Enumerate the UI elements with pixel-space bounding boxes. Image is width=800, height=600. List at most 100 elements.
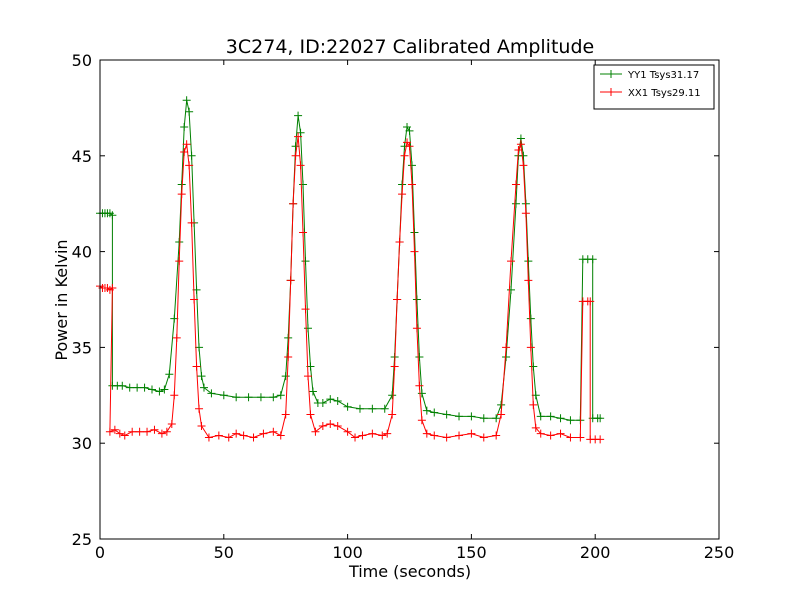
data-point-marker: [343, 402, 352, 411]
x-tick-label: 50: [214, 543, 234, 562]
data-point-marker: [368, 404, 377, 413]
data-point-marker: [284, 352, 293, 361]
data-point-marker: [536, 429, 545, 438]
data-point-marker: [407, 161, 416, 170]
data-point-marker: [479, 414, 488, 423]
data-point-marker: [343, 427, 352, 436]
data-point-marker: [133, 383, 142, 392]
data-point-marker: [511, 180, 520, 189]
data-point-marker: [405, 142, 414, 151]
data-point-marker: [286, 276, 295, 285]
data-point-marker: [224, 433, 233, 442]
legend: YY1 Tsys31.17 XX1 Tsys29.11: [593, 64, 715, 110]
data-point-marker: [415, 352, 424, 361]
data-point-marker: [524, 276, 533, 285]
data-point-marker: [185, 107, 194, 116]
data-point-marker: [588, 255, 597, 264]
data-point-marker: [479, 433, 488, 442]
data-point-marker: [405, 126, 414, 135]
data-point-marker: [249, 433, 258, 442]
data-point-marker: [190, 295, 199, 304]
data-point-marker: [546, 412, 555, 421]
legend-label: XX1 Tsys29.11: [628, 88, 701, 99]
data-point-marker: [195, 404, 204, 413]
axes-frame: [99, 59, 720, 540]
data-point-marker: [388, 410, 397, 419]
data-point-marker: [430, 431, 439, 440]
data-point-marker: [197, 372, 206, 381]
data-point-marker: [422, 429, 431, 438]
data-point-marker: [519, 151, 528, 160]
x-tick-label: 200: [580, 543, 611, 562]
data-point-marker: [378, 431, 387, 440]
data-point-marker: [291, 151, 300, 160]
data-point-marker: [318, 398, 327, 407]
data-point-marker: [239, 431, 248, 440]
data-point-marker: [219, 391, 228, 400]
data-point-marker: [303, 324, 312, 333]
data-point-marker: [524, 257, 533, 266]
data-point-marker: [214, 431, 223, 440]
chart-title: 3C274, ID:22027 Calibrated Amplitude: [226, 36, 594, 58]
data-point-marker: [125, 383, 134, 392]
data-point-marker: [108, 284, 117, 293]
series-2: [96, 132, 605, 444]
data-point-marker: [284, 333, 293, 342]
data-point-marker: [566, 416, 575, 425]
data-point-marker: [596, 414, 605, 423]
data-point-marker: [301, 305, 310, 314]
data-point-marker: [147, 385, 156, 394]
data-point-marker: [576, 433, 585, 442]
data-point-marker: [299, 228, 308, 237]
data-point-marker: [536, 412, 545, 421]
legend-entry: XX1 Tsys29.11: [600, 88, 701, 99]
data-point-marker: [115, 429, 124, 438]
data-point-marker: [180, 147, 189, 156]
data-point-marker: [296, 161, 305, 170]
data-point-marker: [521, 209, 530, 218]
data-point-marker: [180, 123, 189, 132]
data-point-marker: [118, 381, 127, 390]
data-point-marker: [175, 238, 184, 247]
data-point-marker: [170, 391, 179, 400]
data-point-marker: [160, 385, 169, 394]
data-point-marker: [185, 161, 194, 170]
data-point-marker: [157, 429, 166, 438]
x-axis-title: Time (seconds): [348, 562, 471, 581]
data-point-marker: [269, 427, 278, 436]
data-point-marker: [511, 199, 520, 208]
data-point-marker: [417, 416, 426, 425]
data-point-marker: [105, 427, 114, 436]
data-point-marker: [165, 370, 174, 379]
data-point-marker: [467, 412, 476, 421]
legend-marker: [607, 88, 615, 96]
data-point-marker: [108, 211, 117, 220]
x-tick-label: 150: [456, 543, 487, 562]
data-point-marker: [516, 140, 525, 149]
data-point-marker: [281, 410, 290, 419]
data-point-marker: [393, 295, 402, 304]
data-point-marker: [172, 333, 181, 342]
data-point-marker: [497, 410, 506, 419]
data-point-marker: [412, 295, 421, 304]
data-point-marker: [197, 421, 206, 430]
data-point-marker: [232, 393, 241, 402]
data-point-marker: [410, 247, 419, 256]
legend-label: YY1 Tsys31.17: [627, 70, 699, 81]
axes: 0 50 100 150 200 250 25 30 35 40 45 50: [72, 51, 735, 562]
data-point-marker: [269, 393, 278, 402]
data-point-marker: [412, 324, 421, 333]
data-point-marker: [308, 387, 317, 396]
legend-entry: YY1 Tsys31.17: [600, 70, 699, 81]
data-point-marker: [492, 431, 501, 440]
legend-marker: [607, 70, 615, 78]
data-point-marker: [383, 429, 392, 438]
data-point-marker: [497, 400, 506, 409]
data-point-marker: [187, 218, 196, 227]
data-point-marker: [207, 389, 216, 398]
data-point-marker: [120, 431, 129, 440]
data-point-marker: [326, 420, 335, 429]
data-point-marker: [368, 429, 377, 438]
data-point-marker: [455, 431, 464, 440]
